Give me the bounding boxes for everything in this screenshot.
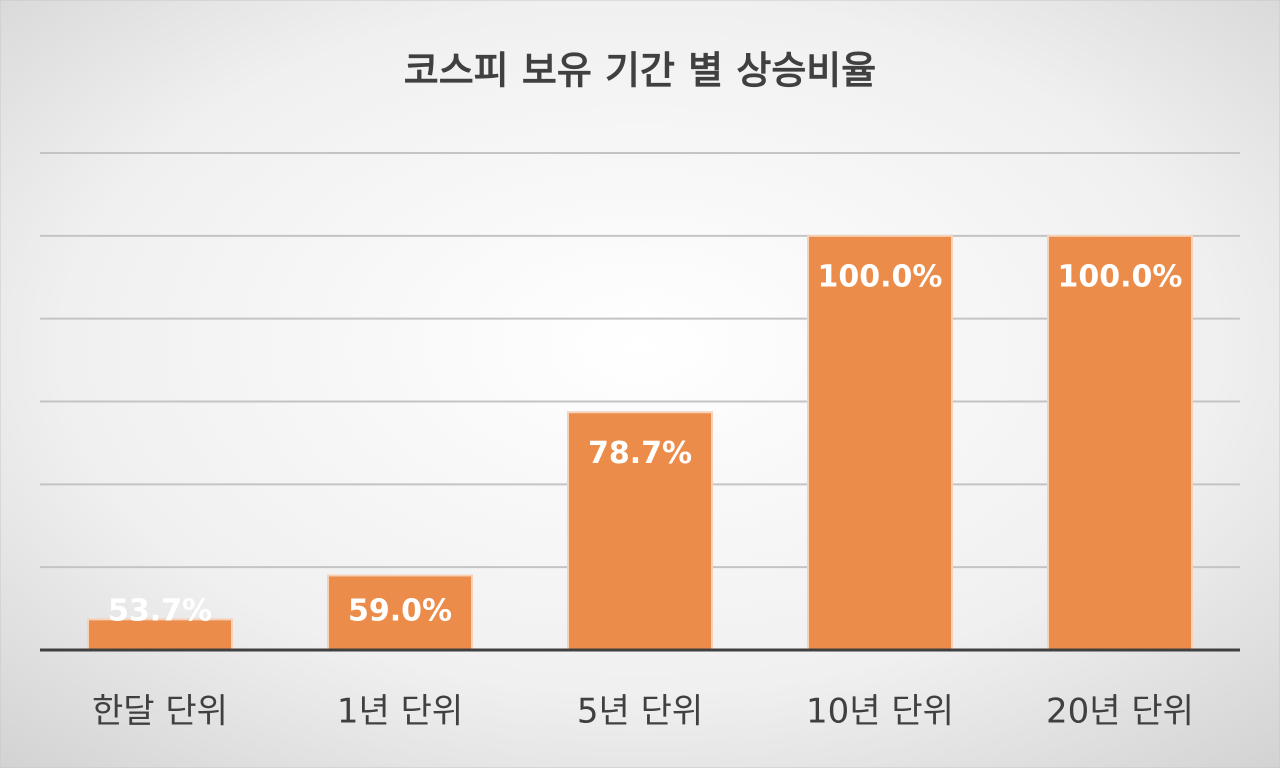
bar bbox=[87, 618, 233, 652]
value-label: 53.7% bbox=[108, 594, 212, 629]
value-label: 100.0% bbox=[818, 259, 943, 294]
x-tick-label: 5년 단위 bbox=[577, 692, 703, 732]
bar bbox=[1047, 234, 1193, 651]
x-tick-label: 한달 단위 bbox=[92, 692, 228, 732]
x-tick-label: 10년 단위 bbox=[806, 692, 954, 732]
value-label: 78.7% bbox=[588, 436, 692, 471]
value-label: 59.0% bbox=[348, 594, 452, 629]
x-tick-label: 1년 단위 bbox=[337, 692, 463, 732]
value-label: 100.0% bbox=[1058, 259, 1183, 294]
chart-title: 코스피 보유 기간 별 상승비율 bbox=[404, 49, 876, 93]
x-tick-label: 20년 단위 bbox=[1046, 692, 1194, 732]
bar bbox=[807, 234, 953, 651]
